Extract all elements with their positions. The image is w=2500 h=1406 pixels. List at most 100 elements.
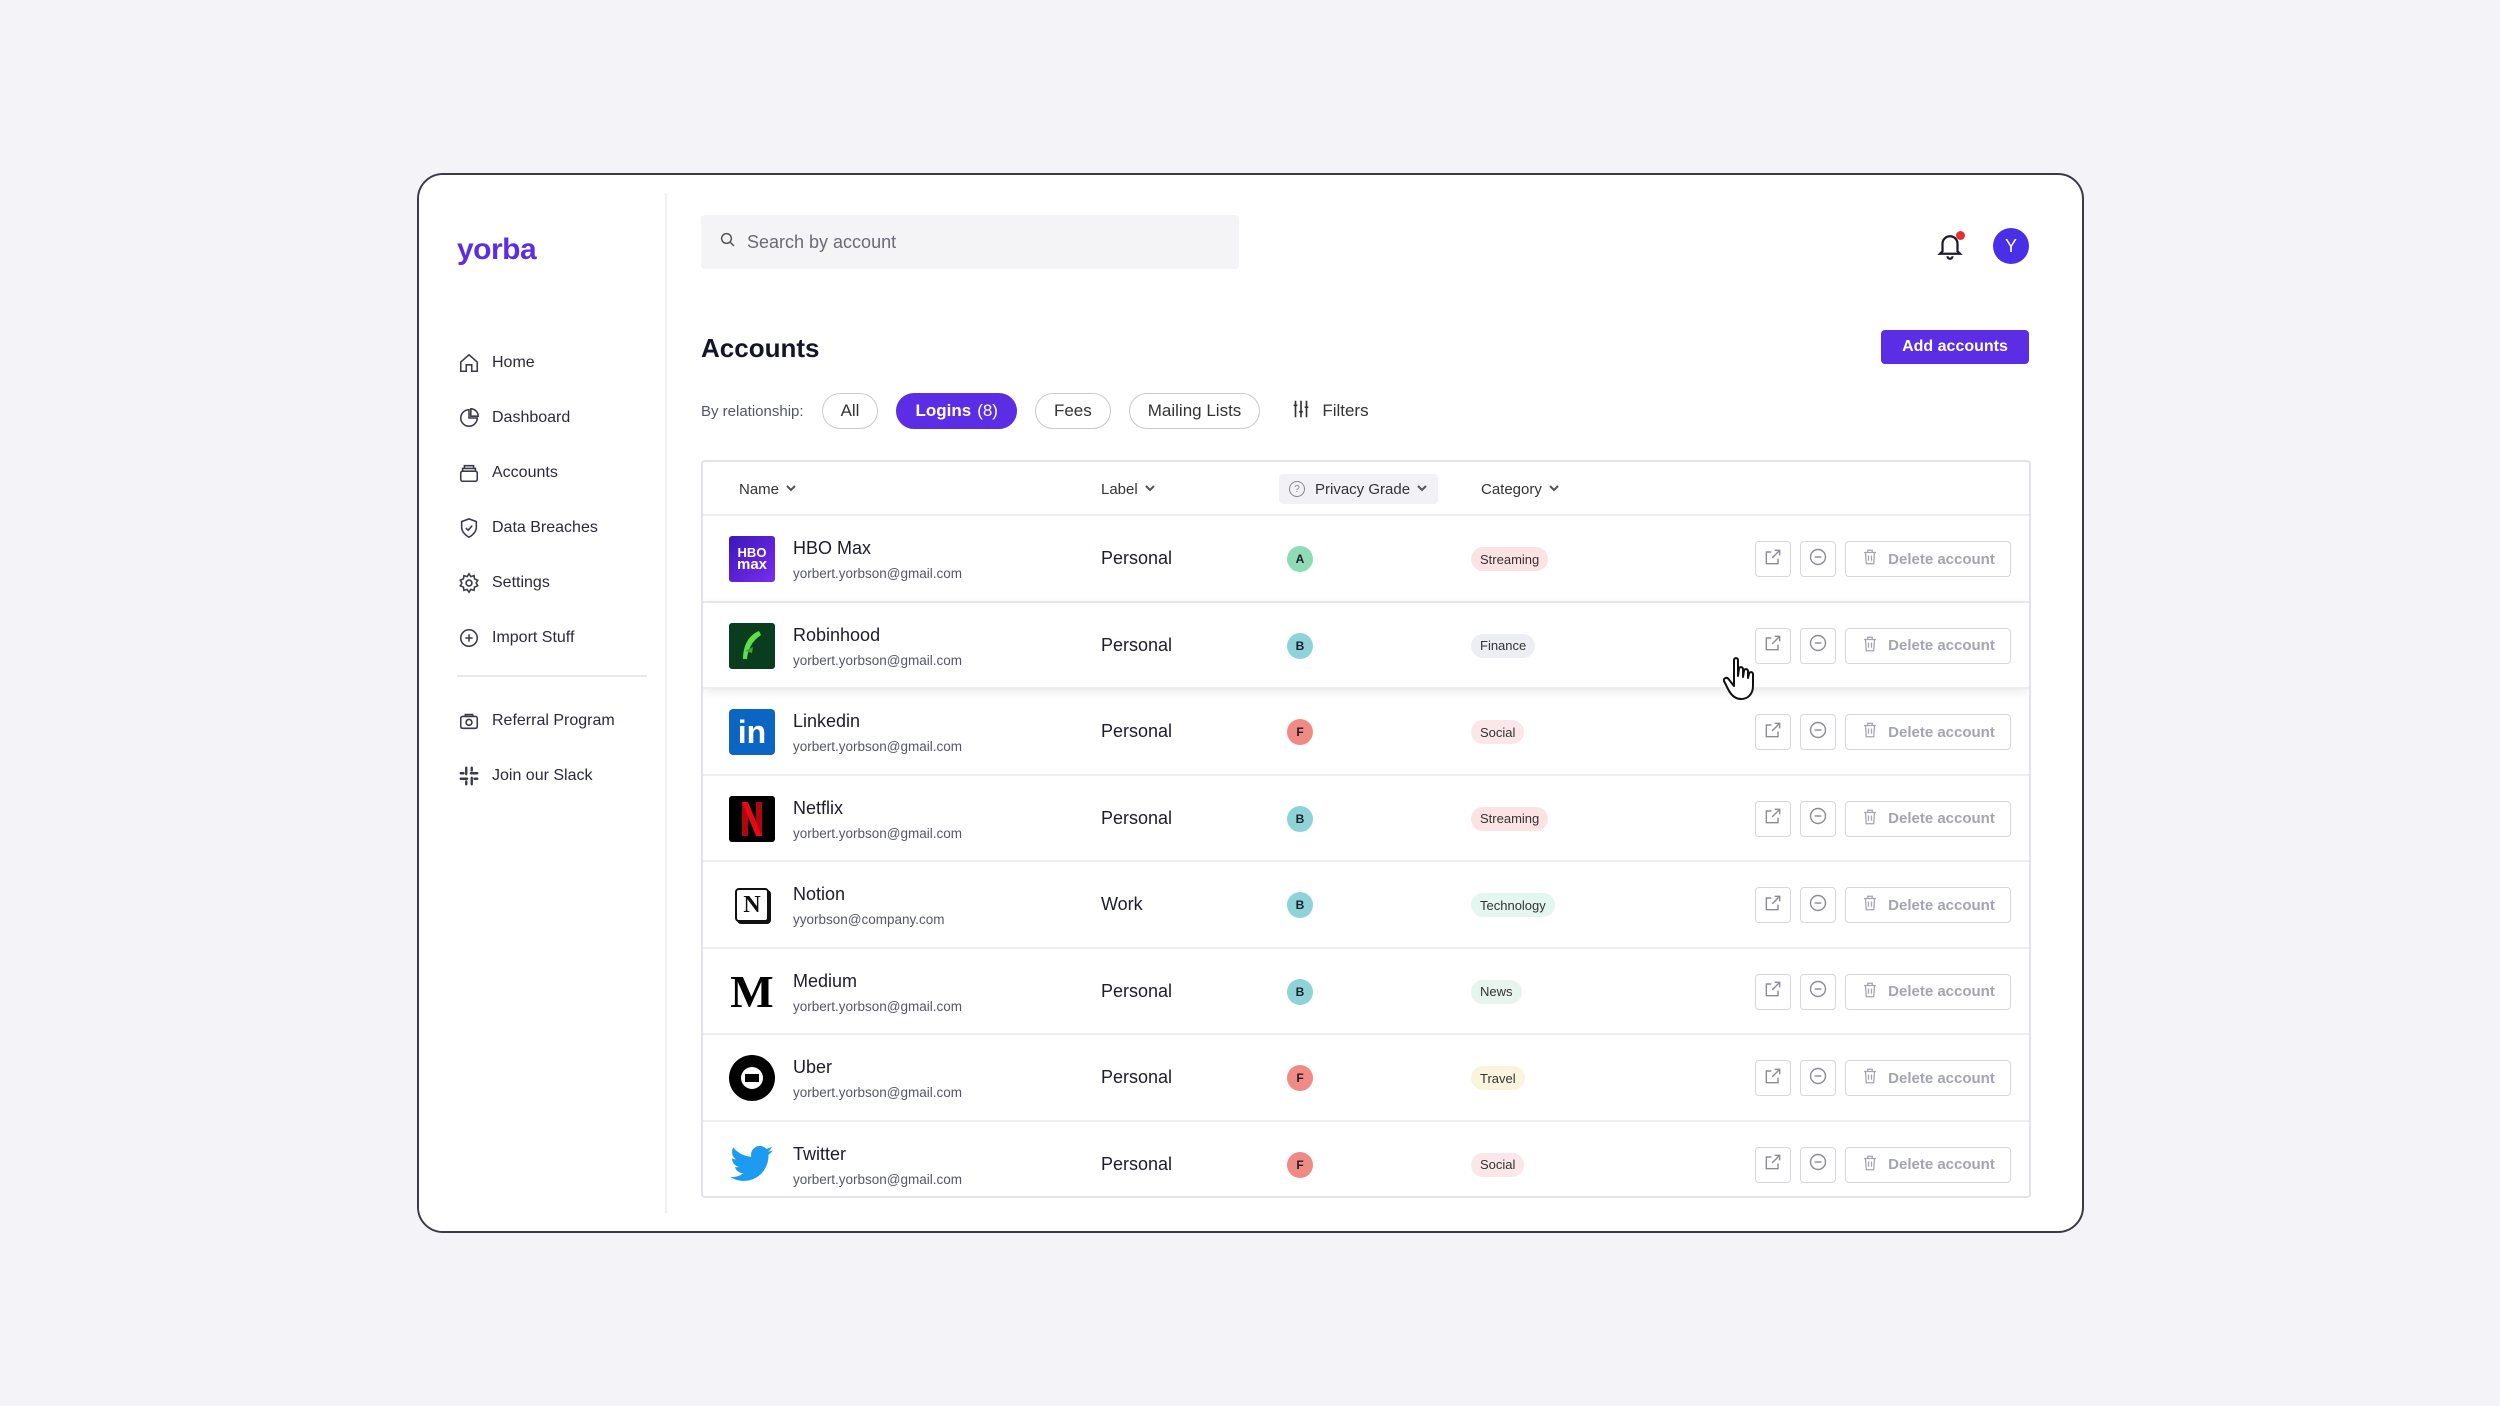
- account-name[interactable]: HBO Max: [793, 538, 872, 558]
- open-external-button[interactable]: [1755, 541, 1791, 577]
- delete-account-label: Delete account: [1888, 637, 1995, 654]
- account-name[interactable]: Linkedin: [793, 711, 861, 731]
- search-icon: [719, 231, 747, 254]
- open-external-button[interactable]: [1755, 1146, 1791, 1183]
- category-badge: Streaming: [1471, 806, 1549, 831]
- sidebar-item-label: Accounts: [492, 463, 558, 481]
- filter-fees[interactable]: Fees: [1034, 393, 1111, 429]
- filter-all[interactable]: All: [821, 393, 879, 429]
- delete-account-button[interactable]: Delete account: [1845, 973, 2011, 1010]
- column-privacy-grade[interactable]: ? Privacy Grade: [1279, 474, 1439, 504]
- trash-icon: [1861, 721, 1888, 743]
- sidebar-divider: [457, 675, 647, 677]
- filter-count: (8): [977, 401, 998, 420]
- open-external-button[interactable]: [1755, 800, 1791, 837]
- account-label: Work: [1101, 894, 1143, 914]
- sidebar-item-label: Settings: [492, 573, 550, 591]
- privacy-grade-badge: B: [1287, 978, 1313, 1005]
- category-badge: Streaming: [1471, 547, 1549, 571]
- ignore-account-button[interactable]: [1800, 973, 1836, 1010]
- hand-cursor-icon: [1722, 657, 1754, 700]
- privacy-grade-badge: A: [1287, 546, 1313, 572]
- help-icon[interactable]: ?: [1289, 481, 1305, 497]
- open-external-button[interactable]: [1755, 627, 1791, 664]
- chevron-down-icon: [1138, 481, 1156, 498]
- column-name[interactable]: Name: [739, 462, 797, 516]
- category-badge: Technology: [1471, 893, 1555, 917]
- add-accounts-button[interactable]: Add accounts: [1881, 330, 2029, 364]
- account-name[interactable]: Uber: [793, 1057, 833, 1077]
- sidebar-item-accounts[interactable]: Accounts: [457, 445, 647, 500]
- sidebar-item-label: Join our Slack: [492, 766, 593, 784]
- search-input[interactable]: [747, 231, 1217, 253]
- table-row[interactable]: HBO max HBO Max yorbert.yorbson@gmail.com Pe…: [703, 516, 2029, 603]
- open-external-button[interactable]: [1755, 973, 1791, 1010]
- ignore-account-button[interactable]: [1800, 887, 1836, 923]
- ignore-account-button[interactable]: [1800, 800, 1836, 837]
- chevron-down-icon: [779, 481, 797, 498]
- filter-logins[interactable]: Logins (8): [896, 393, 1017, 429]
- ignore-account-button[interactable]: [1800, 1146, 1836, 1183]
- delete-account-button[interactable]: Delete account: [1845, 887, 2011, 923]
- sidebar-item-dashboard[interactable]: Dashboard: [457, 390, 647, 445]
- netflix-logo: [729, 795, 775, 842]
- account-name[interactable]: Netflix: [793, 797, 844, 818]
- column-label: Privacy Grade: [1315, 480, 1411, 498]
- open-external-button[interactable]: [1755, 714, 1791, 750]
- sidebar-item-import-stuff[interactable]: Import Stuff: [457, 610, 647, 665]
- page-title: Accounts: [701, 333, 820, 363]
- sidebar-item-referral-program[interactable]: Referral Program: [457, 693, 647, 748]
- delete-account-button[interactable]: Delete account: [1845, 1146, 2011, 1183]
- table-row[interactable]: Twitter yorbert.yorbson@gmail.com Personal…: [703, 1122, 2029, 1197]
- delete-account-button[interactable]: Delete account: [1845, 1060, 2011, 1096]
- sidebar-item-settings[interactable]: Settings: [457, 555, 647, 610]
- ignore-account-button[interactable]: [1800, 541, 1836, 577]
- filter-mailing-lists[interactable]: Mailing Lists: [1128, 393, 1261, 429]
- trash-icon: [1861, 894, 1888, 916]
- search-box[interactable]: [701, 215, 1239, 269]
- filters-button[interactable]: Filters: [1290, 398, 1369, 425]
- table-row[interactable]: N Notion yyorbson@company.com Work B Technolo…: [703, 862, 2029, 949]
- home-icon: [457, 351, 481, 375]
- pie-chart-icon: [457, 406, 481, 430]
- column-label-header[interactable]: Label: [1101, 462, 1156, 516]
- open-external-button[interactable]: [1755, 1060, 1791, 1096]
- filter-pill-label: Fees: [1053, 401, 1092, 420]
- delete-account-label: Delete account: [1888, 810, 1995, 827]
- delete-account-button[interactable]: Delete account: [1845, 541, 2011, 577]
- filter-label: By relationship:: [701, 402, 804, 420]
- open-external-button[interactable]: [1755, 887, 1791, 923]
- sidebar-item-home[interactable]: Home: [457, 335, 647, 390]
- brand-logo[interactable]: yorba: [457, 233, 537, 266]
- ignore-account-button[interactable]: [1800, 627, 1836, 664]
- sidebar-item-join-slack[interactable]: Join our Slack: [457, 748, 647, 803]
- ignore-account-button[interactable]: [1800, 714, 1836, 750]
- sidebar-item-data-breaches[interactable]: Data Breaches: [457, 500, 647, 555]
- account-label: Personal: [1101, 1153, 1173, 1174]
- gear-icon: [457, 571, 481, 595]
- delete-account-button[interactable]: Delete account: [1845, 714, 2011, 750]
- account-name[interactable]: Notion: [793, 884, 846, 904]
- notifications-button[interactable]: [1935, 230, 1967, 262]
- delete-account-label: Delete account: [1888, 1069, 1995, 1087]
- filter-pill-label: Mailing Lists: [1147, 401, 1242, 420]
- privacy-grade-badge: B: [1287, 632, 1313, 659]
- account-name[interactable]: Robinhood: [793, 624, 881, 645]
- chevron-down-icon: [1542, 481, 1560, 498]
- table-row[interactable]: in Linkedin yorbert.yorbson@gmail.com Perso…: [703, 689, 2029, 776]
- account-name[interactable]: Medium: [793, 970, 858, 991]
- table-row[interactable]: Uber yorbert.yorbson@gmail.com Personal F Tr…: [703, 1035, 2029, 1122]
- table-row[interactable]: Netflix yorbert.yorbson@gmail.com Personal…: [703, 776, 2029, 862]
- delete-account-button[interactable]: Delete account: [1845, 800, 2011, 837]
- table-row[interactable]: Robinhood yorbert.yorbson@gmail.com Person…: [703, 602, 2029, 689]
- delete-account-button[interactable]: Delete account: [1845, 627, 2011, 664]
- table-row[interactable]: M Medium yorbert.yorbson@gmail.com Personal…: [703, 949, 2029, 1035]
- account-name[interactable]: Twitter: [793, 1143, 847, 1164]
- account-email: yorbert.yorbson@gmail.com: [793, 739, 963, 754]
- column-category[interactable]: Category: [1481, 462, 1560, 516]
- sidebar-item-label: Data Breaches: [492, 518, 598, 536]
- ignore-account-button[interactable]: [1800, 1060, 1836, 1096]
- avatar[interactable]: Y: [1993, 228, 2029, 264]
- category-badge: Social: [1471, 1152, 1525, 1177]
- trash-icon: [1861, 1067, 1888, 1089]
